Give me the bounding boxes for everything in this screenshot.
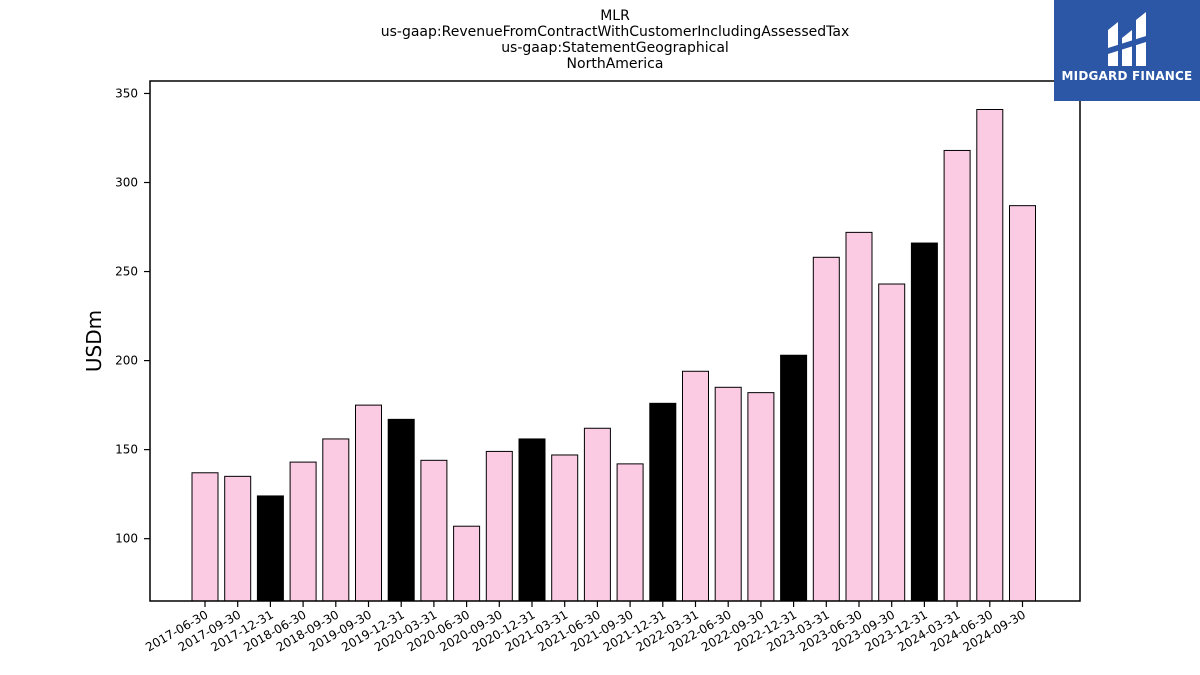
bar (616, 463, 644, 602)
y-tick-label: 250 (115, 265, 138, 279)
bar (387, 418, 415, 602)
bar (1009, 205, 1036, 602)
bar (943, 149, 971, 602)
bar (714, 386, 742, 602)
y-tick-label: 350 (115, 86, 138, 100)
brand-logo: MIDGARD FINANCE (1054, 0, 1200, 101)
bar (845, 231, 873, 602)
bar (551, 454, 579, 602)
bar (256, 495, 284, 602)
bar (289, 461, 317, 602)
y-tick-label: 200 (115, 354, 138, 368)
logo-text: MIDGARD FINANCE (1061, 69, 1193, 83)
bar (682, 370, 709, 602)
bar (649, 402, 677, 602)
bar (583, 427, 611, 602)
bar (485, 450, 513, 602)
y-tick-label: 100 (115, 532, 138, 546)
chart-title: MLRus-gaap:RevenueFromContractWithCustom… (381, 8, 850, 72)
bar (355, 404, 382, 602)
y-tick-label: 150 (115, 443, 138, 457)
title-line: us-gaap:RevenueFromContractWithCustomerI… (381, 24, 850, 40)
bar (878, 283, 906, 602)
axes (149, 80, 1081, 602)
bar (191, 472, 219, 602)
bar (453, 525, 481, 602)
title-line: us-gaap:StatementGeographical (501, 40, 729, 56)
bars-group (191, 108, 1036, 602)
plot-frame (149, 80, 1081, 602)
y-axis-label: USDm (82, 310, 106, 372)
bar (420, 459, 448, 602)
bar (812, 256, 840, 602)
bar (780, 354, 808, 602)
x-axis-ticks: 2017-06-302017-09-302017-12-312018-06-30… (143, 601, 1028, 654)
bar (518, 438, 546, 602)
bar (224, 475, 252, 602)
bar (910, 242, 938, 602)
bar (747, 392, 775, 602)
bar (976, 108, 1004, 602)
bar (322, 438, 350, 602)
y-axis-ticks: 100 150 200 250 300 350 (115, 86, 150, 546)
y-tick-label: 300 (115, 176, 138, 190)
title-line: NorthAmerica (567, 56, 664, 72)
logo-icon (1108, 12, 1146, 66)
title-line: MLR (600, 8, 630, 24)
